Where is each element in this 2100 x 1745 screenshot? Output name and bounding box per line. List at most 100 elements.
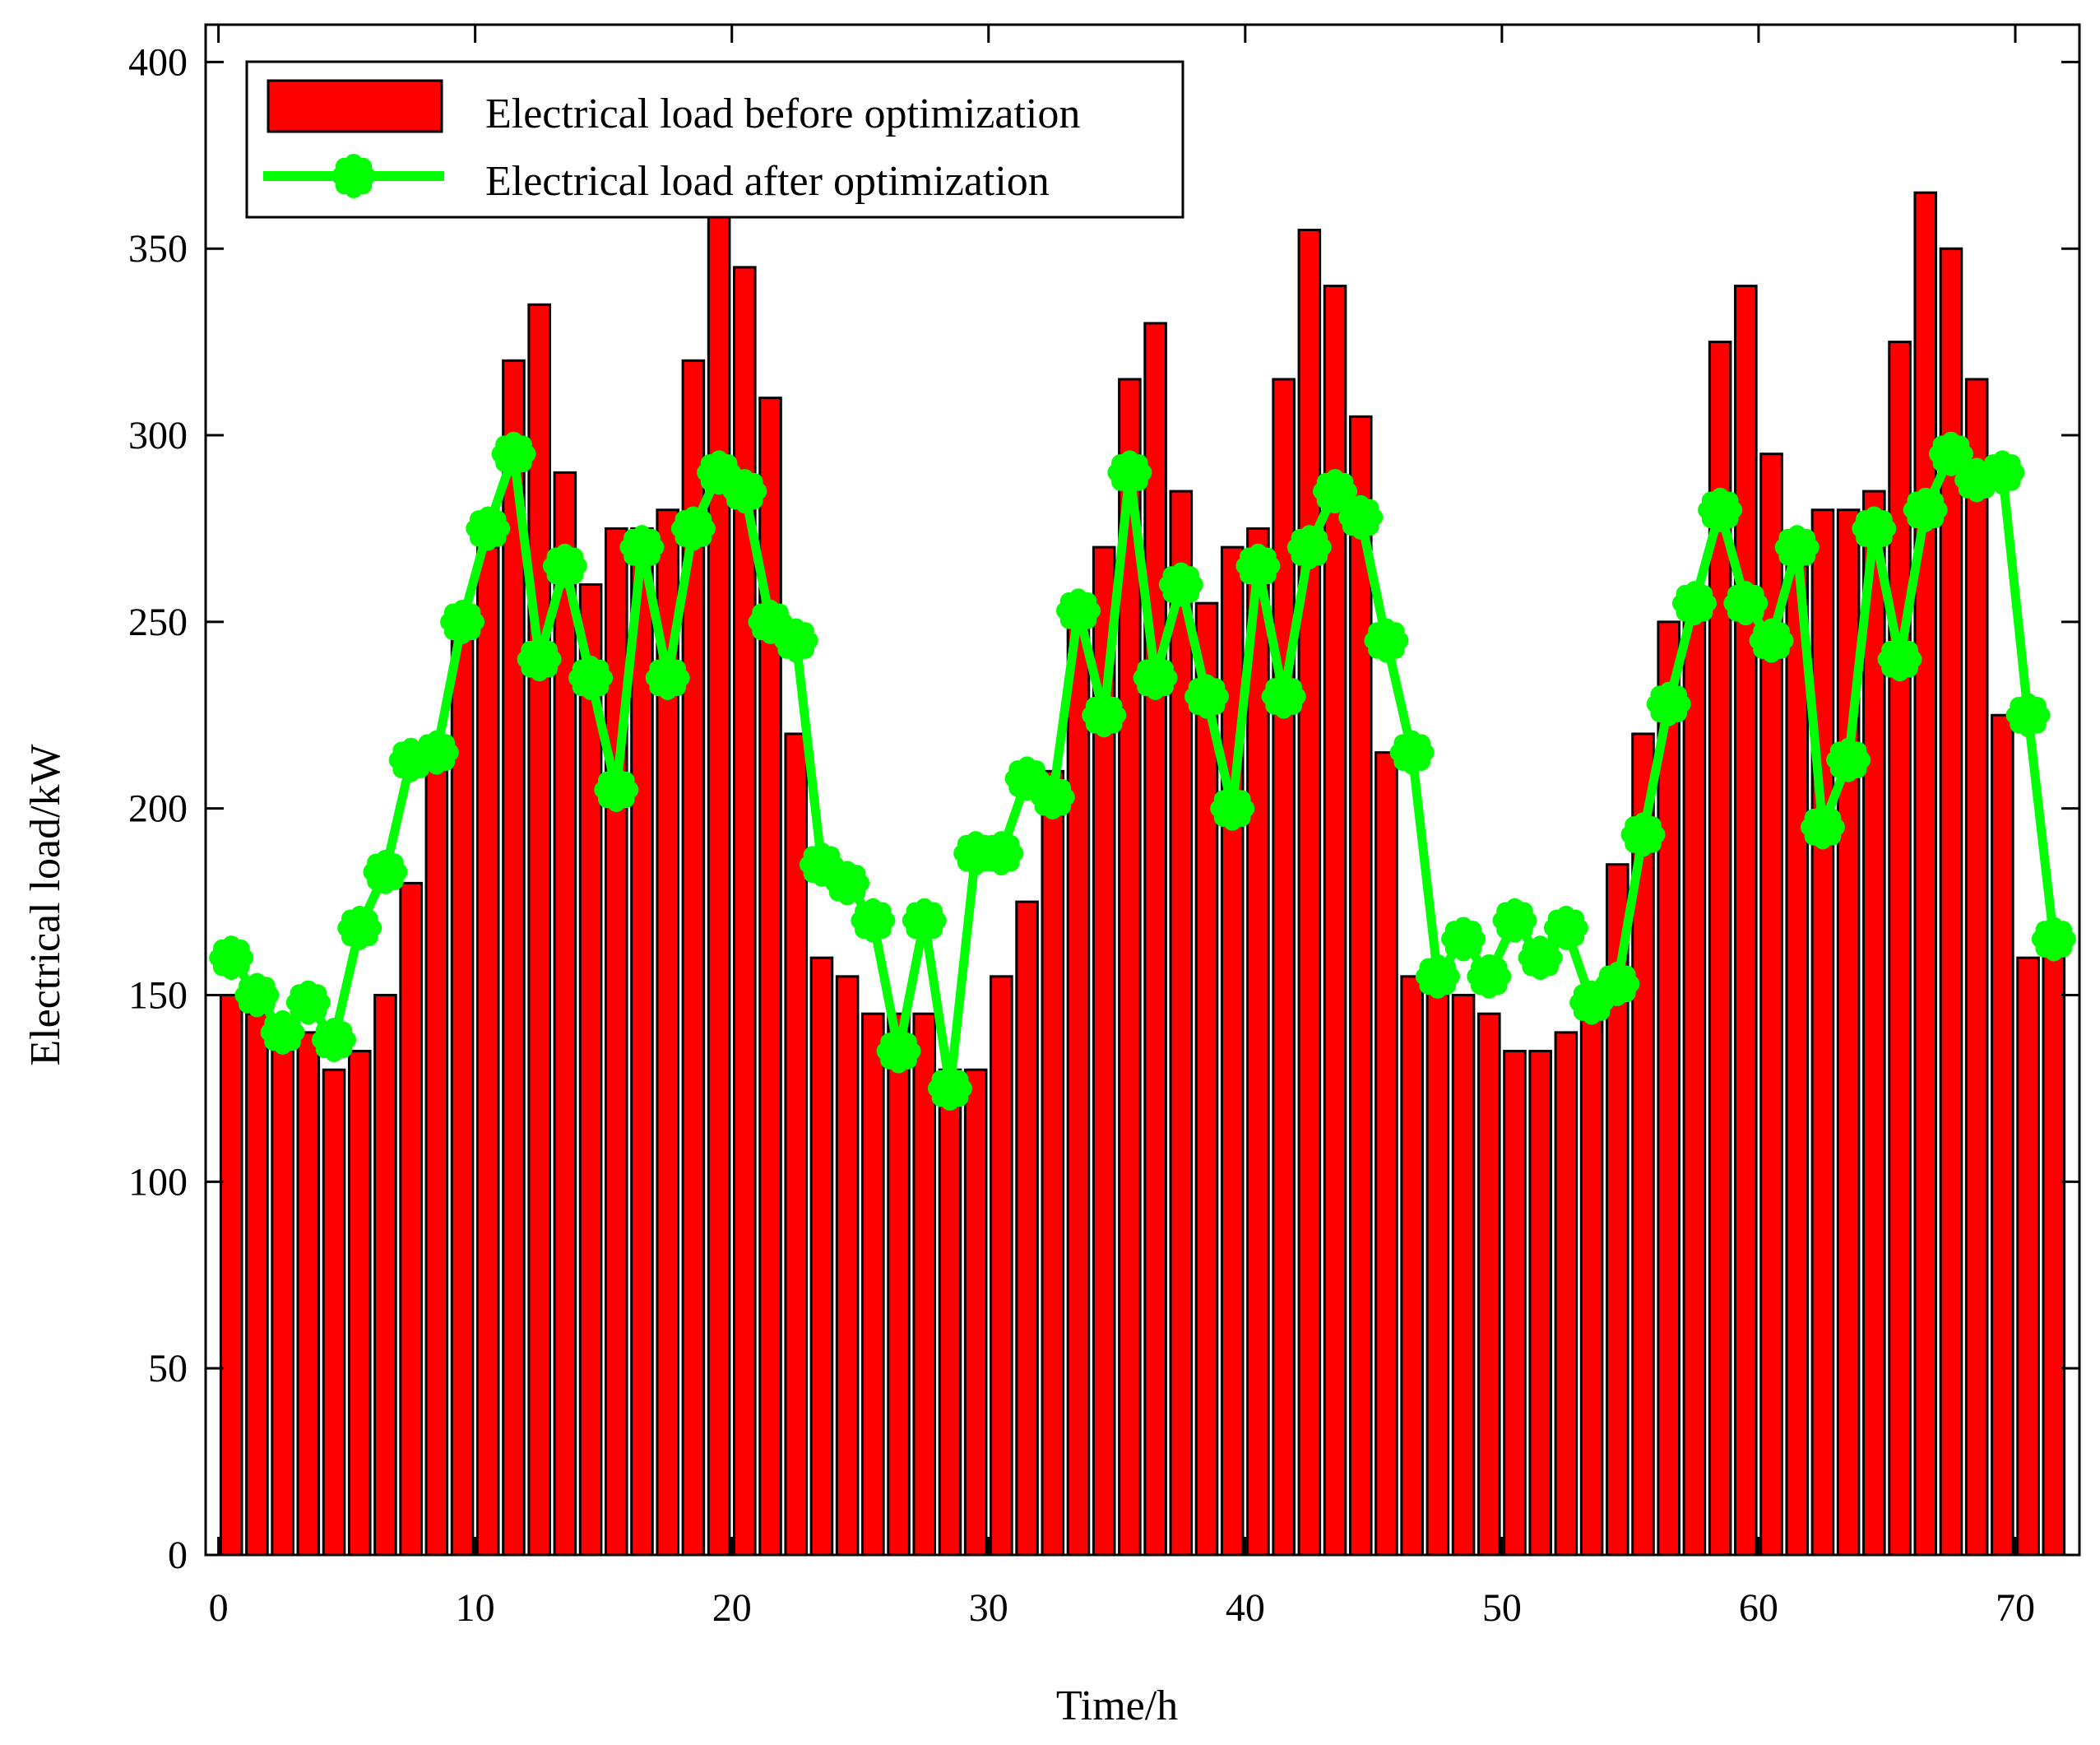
- legend-label-before: Electrical load before optimization: [485, 90, 1080, 137]
- line-point-55: [1595, 961, 1640, 1006]
- line-point-42: [1261, 674, 1306, 719]
- bar-70: [1991, 713, 2014, 1557]
- line-point-59: [1698, 487, 1743, 532]
- line-point-35: [1082, 693, 1127, 738]
- line-point-23: [773, 618, 818, 663]
- axes-layer: 0 50 100 150 200 250 300 350 400 0 10 20 30 40 50 60 70: [128, 23, 2081, 1630]
- y-tick-label: 400: [128, 40, 188, 84]
- line-point-64: [1826, 737, 1871, 782]
- line-point-49: [1441, 917, 1486, 962]
- bar-58: [1682, 601, 1707, 1557]
- bar-32: [1015, 900, 1039, 1557]
- bar-34: [1066, 620, 1091, 1557]
- bar-67: [1913, 191, 1938, 1557]
- bar-72: [2042, 937, 2066, 1557]
- line-point-2: [234, 972, 280, 1018]
- bar-63: [1810, 508, 1835, 1557]
- bar-53: [1554, 1031, 1578, 1557]
- line-point-7: [363, 849, 408, 894]
- bar-37: [1143, 322, 1167, 1557]
- line-point-58: [1671, 581, 1717, 626]
- line-point-3: [260, 1009, 305, 1055]
- bar-38: [1169, 490, 1194, 1557]
- bar-30: [963, 1068, 988, 1557]
- y-tick-label: 300: [128, 414, 188, 457]
- bar-60: [1734, 285, 1758, 1557]
- line-point-63: [1800, 805, 1845, 850]
- bar-27: [887, 1012, 911, 1557]
- line-point-51: [1492, 898, 1537, 943]
- line-point-8: [388, 737, 433, 782]
- line-point-4: [285, 980, 331, 1025]
- x-tick-label: 50: [1482, 1586, 1522, 1630]
- bar-51: [1503, 1050, 1527, 1557]
- bar-48: [1425, 975, 1450, 1557]
- bar-62: [1785, 564, 1810, 1557]
- line-point-16: [594, 768, 639, 812]
- line-point-38: [1158, 562, 1203, 607]
- line-point-15: [568, 655, 614, 700]
- line-point-26: [851, 898, 896, 943]
- bar-46: [1375, 751, 1398, 1557]
- bar-52: [1528, 1050, 1552, 1557]
- line-point-12: [491, 431, 536, 476]
- line-point-52: [1518, 935, 1563, 981]
- y-tick-label: 50: [148, 1347, 188, 1390]
- bar-23: [784, 732, 809, 1557]
- legend-label-after: Electrical load after optimization: [485, 158, 1050, 205]
- line-layer: [209, 431, 2076, 1111]
- line-point-5: [312, 1017, 357, 1062]
- bar-7: [373, 994, 397, 1557]
- line-point-29: [927, 1065, 972, 1111]
- bar-20: [707, 210, 731, 1557]
- line-point-11: [466, 506, 511, 551]
- line-point-41: [1235, 543, 1281, 588]
- bar-50: [1476, 1012, 1501, 1557]
- line-point-28: [902, 898, 947, 943]
- y-tick-label: 0: [168, 1534, 188, 1577]
- x-tick-label: 60: [1739, 1586, 1778, 1630]
- line-point-31: [979, 831, 1024, 876]
- line-point-19: [670, 506, 716, 551]
- bar-13: [527, 303, 551, 1557]
- bar-24: [809, 956, 834, 1557]
- line-point-37: [1133, 655, 1178, 700]
- bar-41: [1246, 527, 1270, 1557]
- bar-21: [733, 266, 757, 1557]
- line-point-6: [337, 905, 382, 950]
- line-point-27: [876, 1028, 921, 1074]
- line-point-53: [1543, 905, 1588, 950]
- line-point-17: [619, 525, 665, 570]
- line-point-50: [1467, 954, 1512, 999]
- bar-69: [1964, 378, 1989, 1557]
- bar-54: [1579, 1012, 1604, 1557]
- bar-4: [296, 1031, 321, 1557]
- x-tick-label: 30: [969, 1586, 1008, 1630]
- x-tick-label: 10: [456, 1586, 495, 1630]
- line-point-10: [440, 599, 485, 644]
- line-point-48: [1415, 954, 1460, 999]
- bar-71: [2016, 956, 2040, 1557]
- line-point-34: [1055, 588, 1101, 633]
- line-point-14: [542, 543, 587, 588]
- y-tick-label: 350: [128, 227, 188, 271]
- line-point-1: [209, 935, 254, 981]
- line-point-56: [1620, 812, 1666, 857]
- line-point-66: [1877, 637, 1922, 682]
- line-point-67: [1903, 487, 1948, 532]
- y-tick-label: 200: [128, 787, 188, 831]
- line-point-13: [517, 637, 562, 682]
- y-axis-label: Electrical load/kW: [22, 744, 69, 1065]
- line-point-36: [1107, 450, 1152, 495]
- bar-25: [835, 975, 860, 1557]
- bar-2: [245, 1012, 269, 1557]
- bar-5: [322, 1068, 346, 1557]
- bar-3: [271, 1031, 294, 1557]
- bar-66: [1888, 341, 1912, 1557]
- y-tick-label: 250: [128, 601, 188, 644]
- bar-14: [553, 471, 577, 1557]
- y-tick-label: 150: [128, 974, 188, 1018]
- bar-26: [861, 1012, 885, 1557]
- line-point-47: [1389, 730, 1435, 775]
